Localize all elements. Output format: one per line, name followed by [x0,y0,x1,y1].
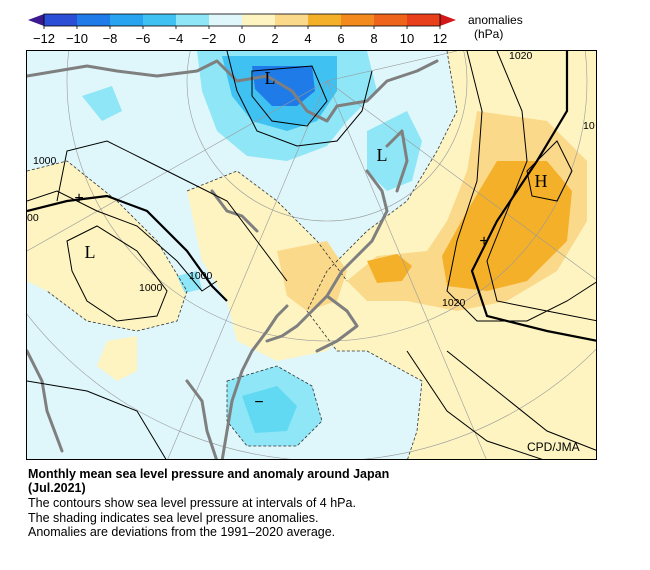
colorbar-seg [242,14,275,26]
isobar [251,65,328,127]
colorbar-tick-label: −6 [136,31,151,46]
coastline [315,294,359,353]
colorbar-seg [143,14,176,26]
colorbar-tick-label: 8 [370,31,377,46]
isobar-bold [27,194,228,302]
colorbar-tick-label: −2 [202,31,217,46]
coastline [210,189,259,233]
colorbar-seg [77,14,110,26]
meridian [326,51,458,82]
legend-title: anomalies [468,13,523,27]
zero-contour [306,51,458,459]
isobar [56,140,288,282]
meridian [27,80,328,252]
anomaly-positive-south [97,336,137,381]
high-pressure-center: H [535,171,548,191]
isobar [406,350,543,459]
colorbar-tick-label: −8 [103,31,118,46]
isobar [446,350,596,451]
anomaly-sign: + [74,190,83,207]
zero-contour [226,365,323,447]
meridian [326,80,487,459]
contour-label: 1000 [33,155,57,167]
anomaly-negative-south-mid [242,386,297,433]
colorbar-seg [176,14,209,26]
isobar [486,51,596,322]
isobar [27,190,218,292]
anomaly-sign: + [479,233,488,250]
coastline [385,129,409,193]
caption-line: The shading indicates sea level pressure… [28,511,319,525]
anomaly-plus4-b [367,254,412,283]
colorbar-tick-label: 6 [337,31,344,46]
anomaly-colorbar: −12 −10 −8 −6 −4 −2 0 2 4 6 8 10 12 anomalies (hPa) [28,13,523,46]
anomaly-plus4 [442,161,572,291]
coastline [27,349,64,453]
isobar [446,51,596,322]
colorbar-arrow-left [28,14,44,26]
contour-label: 1020 [509,51,533,62]
zero-contour [27,160,188,332]
caption-line: The contours show sea level pressure at … [28,496,356,510]
coastline [27,59,439,123]
colorbar-tick-label: 2 [271,31,278,46]
colorbar-tick-label: 12 [433,31,447,46]
coastline [220,304,289,459]
caption-title-date: (Jul.2021) [28,481,86,495]
isobar-bold [470,51,596,342]
colorbar-seg [44,14,77,26]
contour-label: 1000 [139,282,163,294]
coastline [185,379,218,459]
coastline [265,169,389,343]
pressure-anomaly-map: 1000 1000 1000 1020 1020 10 00 L L L H +… [26,50,597,460]
low-pressure-center: L [265,68,276,88]
anomaly-negative-northeast [367,111,422,191]
latitude-circle [66,51,588,342]
credit-label: CPD/JMA [527,440,580,454]
colorbar-arrow-right [440,14,456,26]
caption-title: Monthly mean sea level pressure and anom… [28,467,390,481]
colorbar-tick-label: 0 [238,31,245,46]
zero-contour [186,170,348,282]
isobar [27,380,167,459]
colorbar-seg [374,14,407,26]
meridian [167,80,328,459]
anomaly-positive-west [27,161,187,331]
low-pressure-center: L [85,242,96,262]
colorbar-tick-label: −4 [169,31,184,46]
meridian [326,80,596,280]
low-pressure-center: L [377,145,388,165]
caption-line: Anomalies are deviations from the 1991–2… [28,525,336,539]
colorbar-tick-label: −10 [66,31,88,46]
contour-label: 10 [583,120,595,132]
colorbar-tick-label: 4 [304,31,311,46]
colorbar-seg [209,14,242,26]
contour-label: 1000 [189,270,213,282]
colorbar-seg [341,14,374,26]
colorbar-seg [308,14,341,26]
colorbar-seg [110,14,143,26]
colorbar-tick-label: 10 [400,31,414,46]
legend-unit: (hPa) [474,27,503,41]
anomaly-sign: − [254,394,263,411]
isobar [226,51,373,147]
colorbar-tick-label: −12 [33,31,55,46]
colorbar-seg [275,14,308,26]
contour-label: 00 [27,212,39,224]
anomaly-negative-southwest [177,271,202,293]
anomaly-negative-west [82,86,122,121]
colorbar-seg [407,14,440,26]
isobar [66,225,168,322]
anomaly-positive-center [187,171,357,361]
contour-label: 1020 [442,297,466,309]
latitude-circle [186,51,468,222]
isobar [526,140,573,202]
